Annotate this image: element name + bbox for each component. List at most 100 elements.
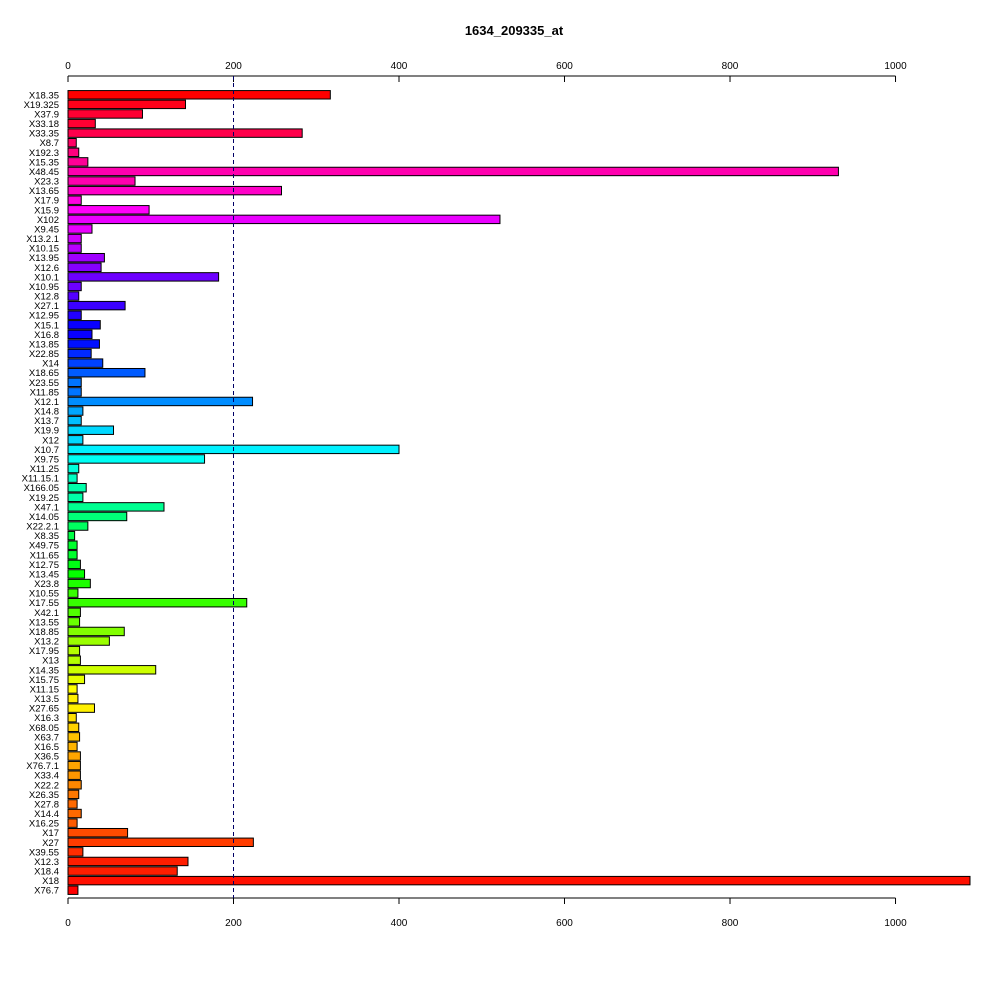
bar (67, 463, 80, 474)
category-label: X48.45 (29, 167, 59, 178)
bar (67, 128, 303, 138)
category-label: X19.325 (24, 100, 59, 111)
category-label: X17.9 (34, 196, 59, 207)
bar (67, 530, 76, 541)
bar (67, 665, 157, 675)
category-label: X16.25 (29, 819, 59, 830)
bottom-axis-tick-label: 400 (391, 918, 408, 929)
category-label: X33.35 (29, 129, 59, 140)
bar (67, 693, 79, 704)
category-label: X18.85 (29, 627, 59, 638)
category-label: X18.35 (29, 90, 59, 101)
category-label: X42.1 (34, 608, 59, 619)
bar (67, 185, 283, 196)
category-label: X18.65 (29, 368, 59, 379)
bar (67, 90, 331, 100)
bar (67, 281, 82, 292)
category-label: X39.55 (29, 847, 59, 858)
bar (67, 569, 86, 579)
bar (67, 502, 165, 512)
category-label: X16.3 (34, 713, 59, 724)
category-label: X8.35 (34, 531, 59, 542)
bottom-axis-tick-label: 1000 (884, 918, 907, 929)
bar (67, 626, 125, 637)
category-label: X13.7 (34, 416, 59, 427)
bar (67, 396, 254, 407)
bar (67, 684, 78, 694)
bar (67, 866, 178, 876)
category-label: X17 (42, 828, 59, 839)
bar (67, 99, 187, 110)
bar (67, 521, 89, 531)
bar (67, 751, 81, 761)
bar (67, 291, 80, 301)
category-label: X13.2 (34, 637, 59, 648)
bar (67, 224, 93, 234)
bar (67, 550, 78, 560)
bar (67, 262, 102, 273)
category-label: X12.6 (34, 263, 59, 274)
bar (67, 856, 189, 867)
category-label: X11.25 (30, 464, 59, 475)
category-label: X12 (42, 435, 59, 446)
bar (67, 109, 143, 119)
category-label: X26.35 (29, 790, 59, 801)
category-label: X14.05 (29, 512, 59, 523)
category-label: X9.75 (34, 454, 59, 465)
bar (67, 214, 501, 225)
category-label: X12.1 (34, 397, 59, 408)
top-axis-tick-label: 1000 (884, 61, 907, 72)
category-label: X17.55 (29, 598, 59, 609)
category-label: X13.45 (29, 569, 59, 580)
bar (67, 588, 79, 598)
category-label: X17.95 (29, 646, 59, 657)
category-label: X10.7 (34, 445, 59, 456)
category-label: X15.9 (34, 205, 59, 216)
top-axis-tick-label: 800 (722, 61, 739, 72)
category-label: X13.85 (29, 339, 59, 350)
bar (67, 540, 78, 550)
bar (67, 358, 104, 368)
bar (67, 482, 87, 493)
top-axis-tick-label: 0 (65, 61, 71, 72)
bar (67, 195, 82, 205)
bar (67, 789, 80, 800)
category-label: X19.25 (29, 493, 59, 504)
category-label: X76.7.1 (26, 761, 59, 772)
category-label: X27 (42, 838, 59, 849)
category-label: X11.15.1 (22, 474, 59, 485)
bar (67, 799, 78, 809)
bar (67, 770, 81, 780)
bar (67, 233, 82, 244)
category-label: X22.2.1 (26, 522, 59, 533)
bar (67, 780, 82, 790)
bar (67, 492, 84, 503)
bar (67, 732, 81, 742)
bottom-axis-tick-label: 800 (722, 918, 739, 929)
category-label: X11.65 (30, 550, 59, 561)
top-axis-tick-label: 600 (556, 61, 573, 72)
category-label: X10.95 (29, 282, 59, 293)
category-label: X27.65 (29, 704, 59, 715)
bar (67, 435, 84, 445)
category-label: X49.75 (29, 541, 59, 552)
bars (67, 90, 971, 895)
category-label: X10.1 (34, 272, 59, 283)
bar (67, 406, 84, 416)
category-label: X33.4 (34, 771, 59, 782)
category-label: X13.65 (29, 186, 59, 197)
category-label: X13.95 (29, 253, 59, 264)
category-label: X15.35 (29, 157, 59, 168)
bar (67, 808, 82, 819)
bar (67, 875, 971, 886)
bar (67, 137, 77, 148)
category-label: X36.5 (34, 752, 59, 763)
bar (67, 147, 80, 158)
bottom-axis-tick-label: 600 (556, 918, 573, 929)
category-label: X15.75 (29, 675, 59, 686)
bar (67, 320, 101, 330)
bar (67, 157, 89, 167)
category-label: X13 (42, 656, 59, 667)
bar (67, 818, 78, 828)
bar (67, 310, 82, 320)
